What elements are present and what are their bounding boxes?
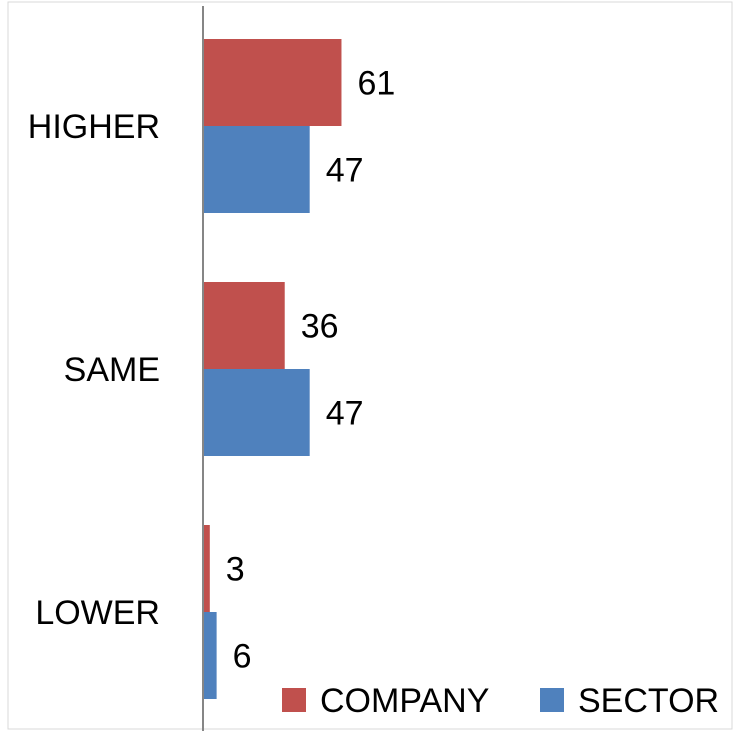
bar-company-lower	[203, 525, 210, 612]
bar-company-higher	[203, 39, 342, 126]
data-label-sector-same: 47	[326, 395, 364, 433]
data-label-company-same: 36	[301, 308, 339, 346]
category-label-lower: LOWER	[35, 594, 160, 632]
legend-swatch-company	[282, 688, 306, 712]
bar-sector-higher	[203, 126, 310, 213]
bar-company-same	[203, 282, 285, 369]
category-label-same: SAME	[64, 351, 160, 389]
legend: COMPANY SECTOR	[282, 682, 719, 720]
data-label-sector-lower: 6	[233, 638, 252, 676]
bar-sector-same	[203, 369, 310, 456]
category-label-higher: HIGHER	[28, 108, 160, 146]
bar-sector-lower	[203, 612, 217, 699]
legend-label-sector: SECTOR	[578, 682, 719, 720]
bars-layer	[203, 39, 342, 699]
data-label-company-lower: 3	[226, 551, 245, 589]
legend-swatch-sector	[540, 688, 564, 712]
data-label-sector-higher: 47	[326, 152, 364, 190]
data-label-company-higher: 61	[357, 65, 395, 103]
chart-frame	[7, 1, 733, 730]
legend-label-company: COMPANY	[320, 682, 489, 720]
